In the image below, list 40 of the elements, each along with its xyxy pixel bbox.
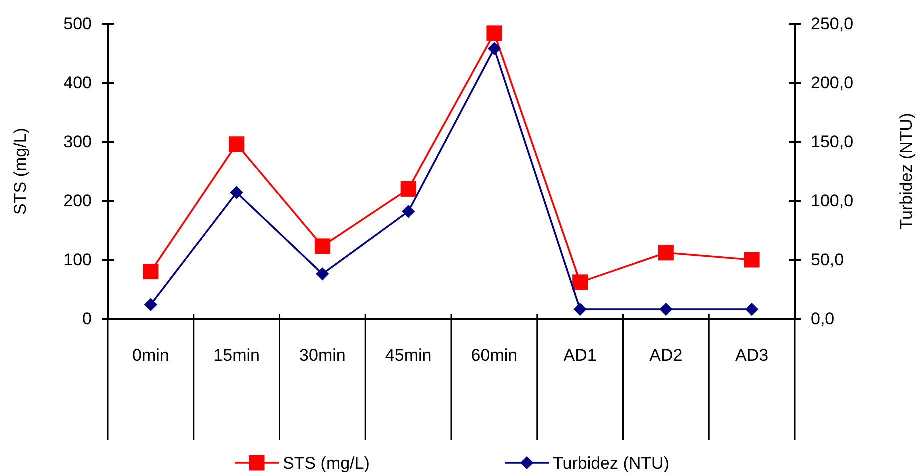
point xyxy=(660,303,673,316)
legend-label: Turbidez (NTU) xyxy=(553,454,670,473)
point xyxy=(143,264,159,280)
x-tick-label: 30min xyxy=(300,346,346,365)
y2-tick-label: 150,0 xyxy=(811,132,854,152)
point xyxy=(314,238,330,254)
point xyxy=(402,205,416,218)
y-tick-label: 0 xyxy=(82,309,92,328)
y-tick-label: 500 xyxy=(64,14,92,34)
y2-tick-label: 0,0 xyxy=(811,309,835,328)
y2-axis-title: Turbidez (NTU) xyxy=(897,113,916,230)
point xyxy=(488,42,501,56)
point xyxy=(144,298,158,312)
x-tick-label: AD1 xyxy=(564,346,597,365)
x-tick-label: 15min xyxy=(214,346,260,365)
point xyxy=(316,268,330,281)
x-tick-label: 0min xyxy=(132,346,170,365)
point xyxy=(746,303,759,316)
y-tick-label: 100 xyxy=(64,250,92,270)
y-tick-label: 300 xyxy=(64,132,92,152)
legend-label: STS (mg/L) xyxy=(283,454,370,473)
y2-tick-label: 250,0 xyxy=(811,14,854,34)
y2-tick-label: 200,0 xyxy=(811,73,854,92)
y-tick-label: 200 xyxy=(64,191,92,210)
point xyxy=(486,26,502,42)
x-tick-label: 45min xyxy=(385,346,432,365)
point xyxy=(400,181,416,197)
x-tick-label: AD3 xyxy=(736,346,769,365)
point xyxy=(574,303,587,316)
point xyxy=(229,136,245,152)
y-axis-title: STS (mg/L) xyxy=(11,128,30,215)
point xyxy=(572,274,588,290)
y2-tick-label: 100,0 xyxy=(811,191,854,210)
x-tick-label: AD2 xyxy=(650,346,683,365)
point xyxy=(230,186,244,200)
y2-tick-label: 50,0 xyxy=(811,250,844,270)
x-tick-label: 60min xyxy=(471,346,518,365)
point xyxy=(744,252,760,268)
y-tick-label: 400 xyxy=(64,73,92,92)
point xyxy=(658,245,674,261)
